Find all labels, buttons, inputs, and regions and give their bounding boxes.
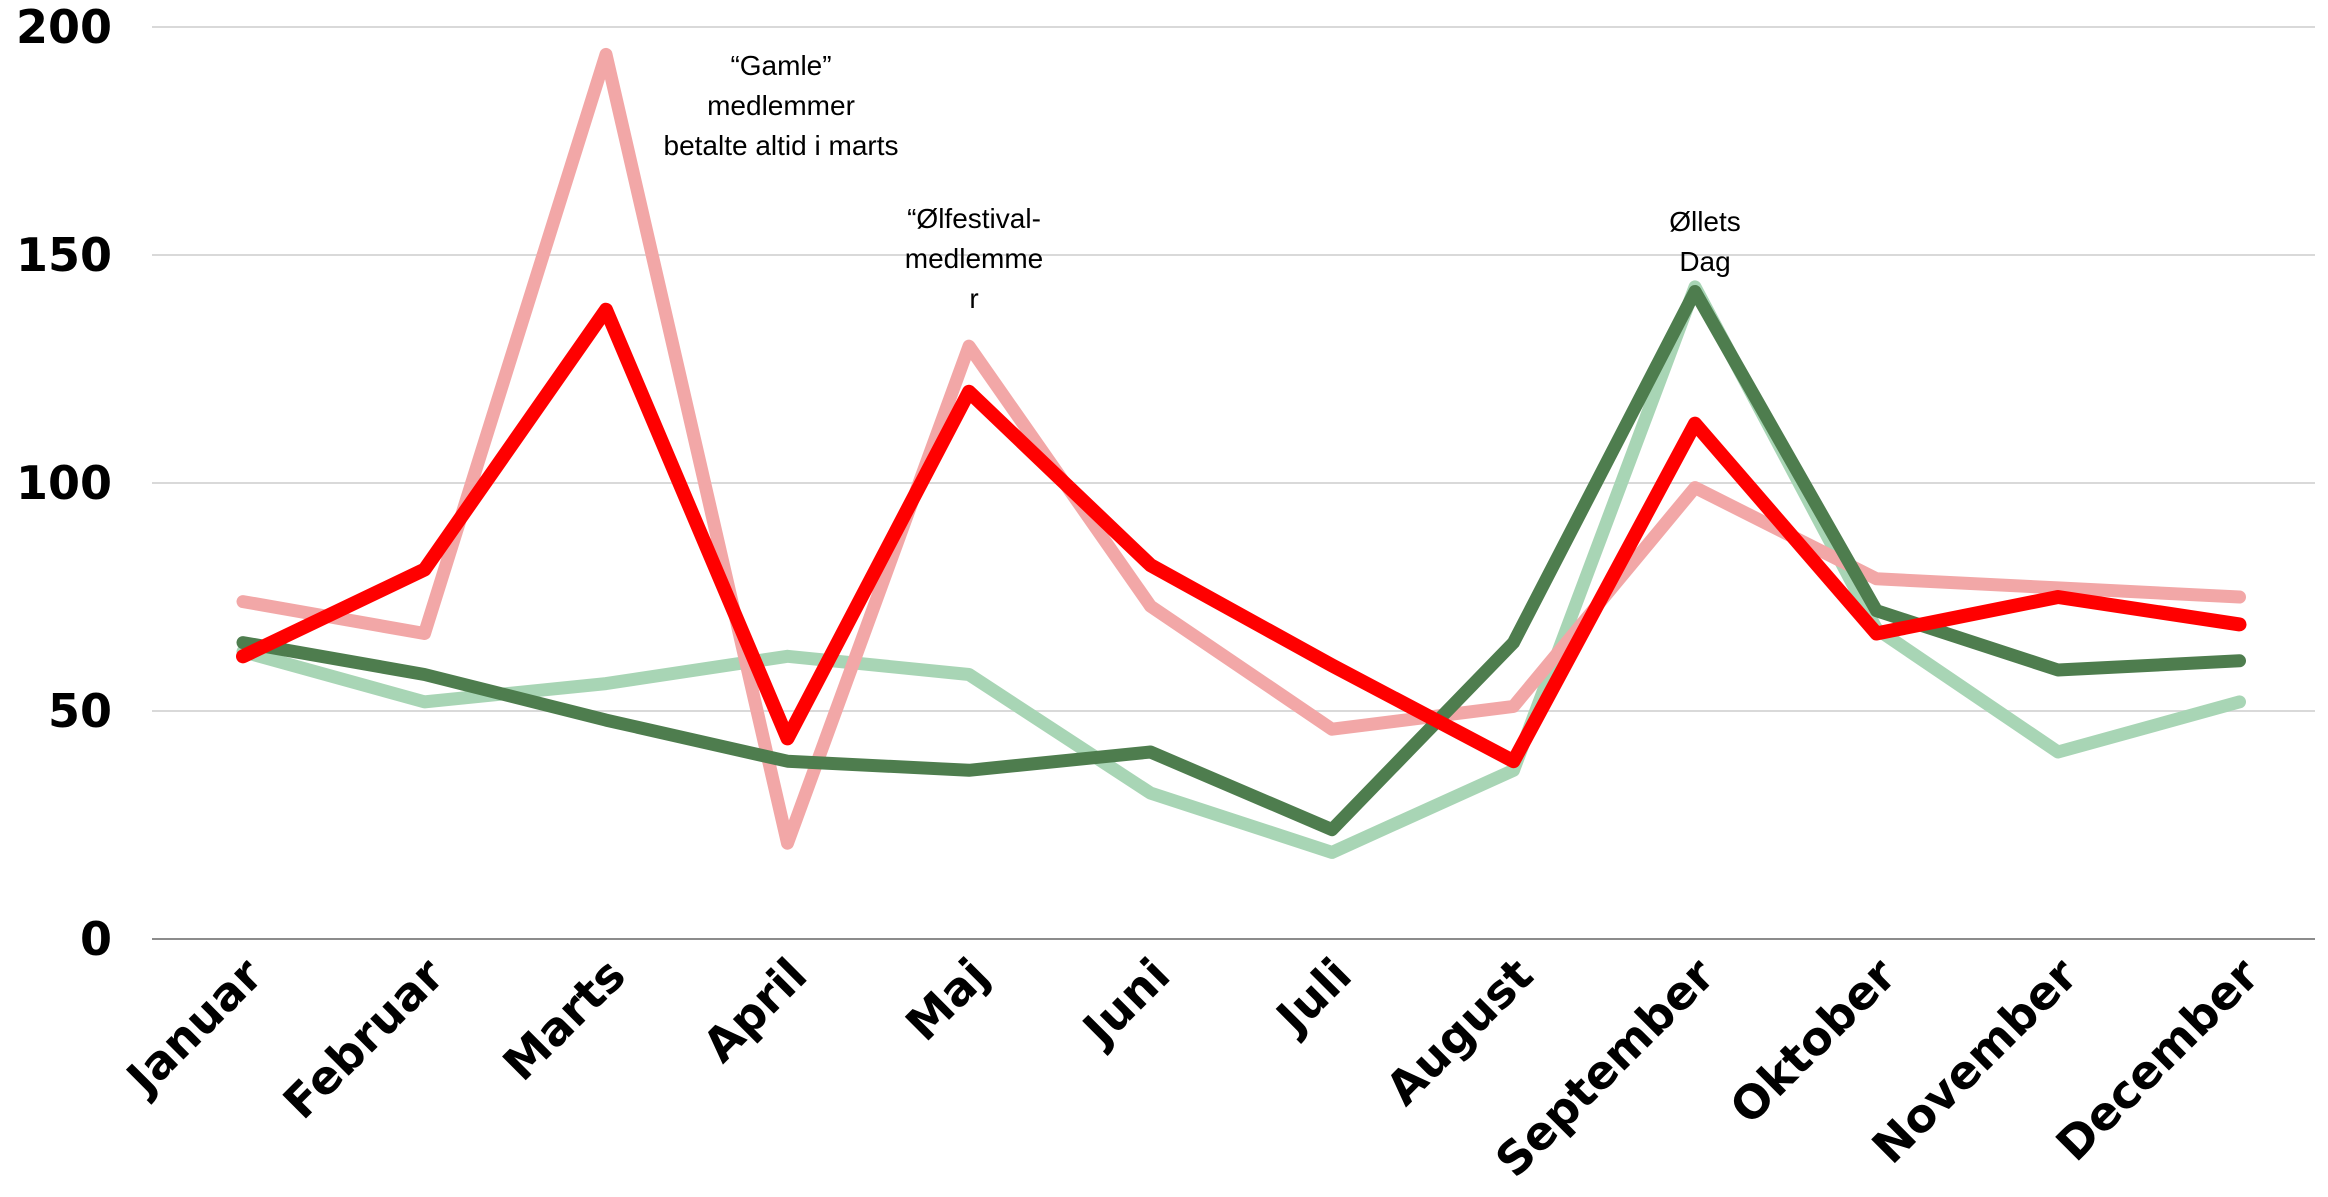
annotation: “Ølfestival-medlemme r [905,203,1043,314]
y-tick-label: 100 [16,456,112,510]
annotation-line: medlemme [905,243,1043,274]
y-tick-label: 150 [16,228,112,282]
series-line-1 [236,280,2246,859]
x-tick-label: Februar [273,947,455,1129]
x-tick-label: August [1375,948,1543,1116]
x-tick-label: Januar [114,947,273,1106]
annotation-line: betalte altid i marts [664,130,899,161]
y-tick-label: 200 [16,0,112,54]
y-tick-label: 50 [48,684,112,738]
x-tick-label: Maj [895,948,999,1052]
annotation-line: medlemmer [707,90,855,121]
x-tick-label: April [692,948,817,1073]
series-line-4 [236,302,2247,769]
series-line-3 [236,285,2246,837]
annotation-line: Dag [1679,246,1730,277]
annotation-line: “Ølfestival- [907,203,1041,234]
annotation-line: Øllets [1669,206,1741,237]
series-lines [236,47,2247,859]
x-tick-label: Marts [492,948,635,1091]
y-tick-label: 0 [80,912,112,966]
series-line-2 [236,47,2246,850]
x-tick-label: Juni [1070,948,1180,1058]
x-tick-label: Oktober [1720,947,1907,1134]
x-tick-label: Juli [1264,948,1362,1046]
annotation-line: “Gamle” [730,50,831,81]
annotation-line: r [969,283,978,314]
annotation: “Gamle” medlemmer betalte altid i marts [664,50,899,161]
y-axis-ticks: 0 50 100 150 200 [16,0,112,966]
x-axis-ticks: Januar Februar Marts April Maj Juni Juli August… [114,947,2269,1187]
annotation: Øllets Dag [1669,206,1741,277]
gridlines [152,26,2315,940]
